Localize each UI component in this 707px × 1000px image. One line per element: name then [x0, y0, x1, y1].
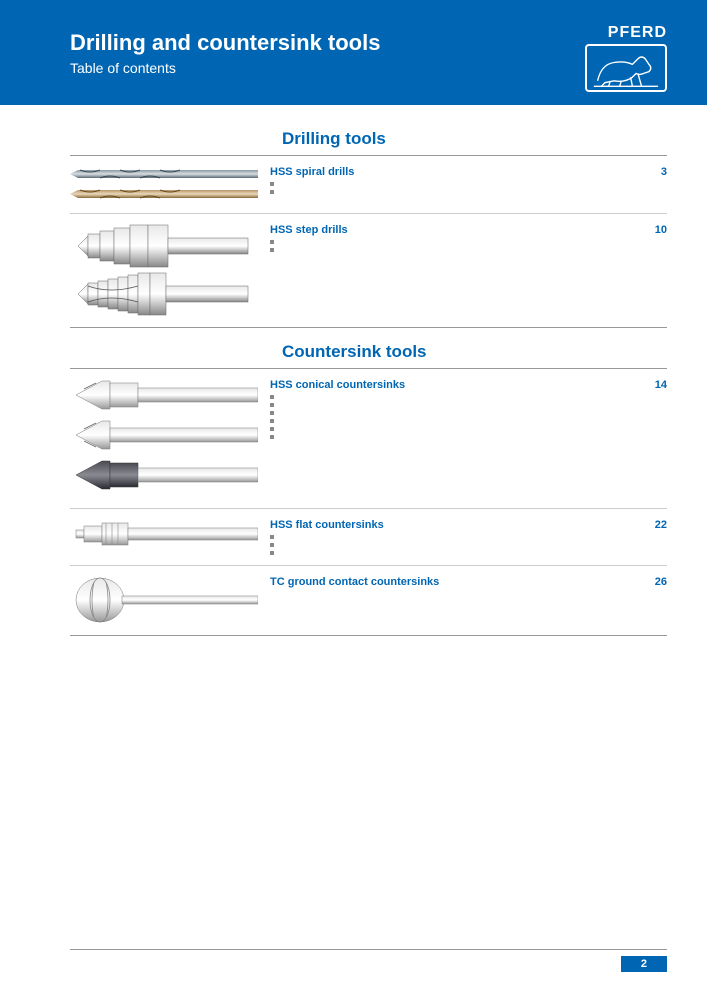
entry-page: 10 — [655, 224, 667, 236]
entry-page: 14 — [655, 379, 667, 391]
entry-rule — [70, 213, 667, 214]
section-rule — [70, 155, 667, 156]
entry-rule — [70, 508, 667, 509]
footer-rule — [70, 949, 667, 950]
toc-entry: HSS conical countersinks 14 — [70, 379, 667, 502]
toc-entry: HSS flat countersinks 22 — [70, 519, 667, 559]
entry-info: HSS flat countersinks 22 — [270, 519, 667, 559]
bullet — [270, 182, 274, 186]
bullet — [270, 535, 274, 539]
entry-title: HSS step drills — [270, 224, 348, 236]
entry-info: HSS spiral drills 3 — [270, 166, 667, 198]
entry-rule — [70, 565, 667, 566]
bullet — [270, 240, 274, 244]
section-title-drilling: Drilling tools — [282, 129, 667, 149]
footer: 2 — [70, 949, 667, 972]
header-band: Drilling and countersink tools Table of … — [0, 0, 707, 105]
thumb-tc-countersinks — [70, 576, 270, 629]
thumb-step-drills — [70, 224, 270, 321]
page-subtitle: Table of contents — [70, 60, 380, 76]
section-rule — [70, 327, 667, 328]
entry-page: 26 — [655, 576, 667, 588]
section-rule — [70, 635, 667, 636]
thumb-spiral-drills — [70, 166, 270, 207]
section-rule — [70, 368, 667, 369]
header-text: Drilling and countersink tools Table of … — [70, 30, 380, 76]
toc-entry: TC ground contact countersinks 26 — [70, 576, 667, 629]
bullet — [270, 427, 274, 431]
entry-title: TC ground contact countersinks — [270, 576, 439, 588]
bullet — [270, 411, 274, 415]
entry-page: 22 — [655, 519, 667, 531]
thumb-flat-countersinks — [70, 519, 270, 554]
brand-name: PFERD — [585, 24, 667, 42]
entry-info: TC ground contact countersinks 26 — [270, 576, 667, 592]
bullet — [270, 248, 274, 252]
bullet — [270, 543, 274, 547]
entry-title: HSS conical countersinks — [270, 379, 405, 391]
bullet — [270, 395, 274, 399]
bullet — [270, 403, 274, 407]
bullet — [270, 551, 274, 555]
page-number-badge: 2 — [621, 956, 667, 972]
entry-title: HSS flat countersinks — [270, 519, 384, 531]
entry-page: 3 — [661, 166, 667, 178]
section-title-countersink: Countersink tools — [282, 342, 667, 362]
toc-entry: HSS spiral drills 3 — [70, 166, 667, 207]
toc-entry: HSS step drills 10 — [70, 224, 667, 321]
content-area: Drilling tools HSS spiral drills 3 — [0, 105, 707, 636]
entry-info: HSS conical countersinks 14 — [270, 379, 667, 443]
bullet — [270, 435, 274, 439]
horse-logo-icon — [585, 44, 667, 92]
entry-info: HSS step drills 10 — [270, 224, 667, 256]
entry-title: HSS spiral drills — [270, 166, 354, 178]
thumb-conical-countersinks — [70, 379, 270, 502]
bullet — [270, 419, 274, 423]
page-title: Drilling and countersink tools — [70, 30, 380, 56]
brand-logo: PFERD — [585, 24, 667, 92]
bullet — [270, 190, 274, 194]
